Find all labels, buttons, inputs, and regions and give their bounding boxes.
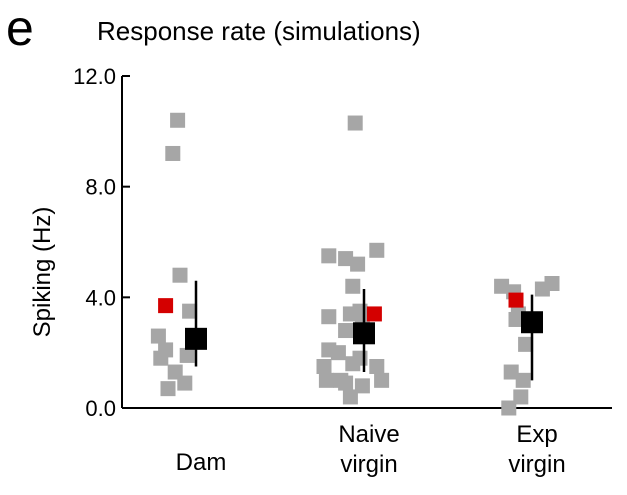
- data-point: [513, 389, 529, 405]
- data-point: [508, 311, 524, 327]
- data-marks: [150, 112, 560, 416]
- data-point: [494, 278, 510, 294]
- data-point: [369, 359, 385, 374]
- y-tick-label: 0.0: [85, 396, 116, 421]
- y-tick-label: 4.0: [85, 285, 116, 310]
- data-point: [338, 375, 354, 391]
- data-point: [374, 372, 390, 388]
- data-point: [321, 248, 337, 264]
- data-point: [518, 336, 534, 352]
- data-point: [330, 345, 346, 361]
- mean-marker: [521, 311, 543, 334]
- data-point: [153, 350, 169, 366]
- y-tick-label: 8.0: [85, 175, 116, 200]
- data-point: [342, 389, 358, 405]
- data-point: [165, 145, 181, 161]
- data-point: [177, 375, 193, 391]
- axes: 0.0 4.0 8.0 12.0 Spiking (Hz) Dam Naive virgin E…: [29, 64, 612, 478]
- data-point: [350, 256, 366, 272]
- data-point: [318, 372, 334, 388]
- data-point: [179, 347, 195, 363]
- chart-title: Response rate (simulations): [97, 16, 421, 46]
- data-point: [347, 115, 363, 131]
- data-point: [345, 278, 361, 294]
- data-point: [172, 267, 188, 283]
- data-point: [515, 372, 531, 388]
- x-category-label: Naive virgin: [338, 421, 399, 478]
- x-category-label: Exp virgin: [508, 421, 565, 478]
- highlight-point: [366, 306, 382, 322]
- mean-marker: [353, 322, 375, 345]
- data-point: [503, 364, 519, 380]
- data-point: [369, 242, 385, 258]
- data-point: [170, 112, 186, 128]
- data-point: [342, 306, 358, 322]
- data-point: [501, 400, 517, 416]
- highlight-point: [158, 298, 174, 314]
- data-point: [316, 359, 332, 374]
- y-axis-title: Spiking (Hz): [29, 207, 56, 338]
- mean-marker: [185, 327, 207, 350]
- x-category-label: Dam: [176, 449, 227, 476]
- y-tick-label: 12.0: [73, 64, 116, 89]
- data-point: [160, 381, 176, 397]
- data-point: [354, 378, 370, 394]
- data-point: [544, 276, 560, 291]
- data-point: [321, 309, 337, 325]
- data-point: [338, 323, 354, 339]
- data-point: [182, 303, 198, 319]
- panel-letter: e: [6, 0, 34, 56]
- data-point: [150, 328, 166, 344]
- data-point: [338, 251, 354, 267]
- data-point: [345, 356, 361, 372]
- highlight-point: [508, 292, 524, 308]
